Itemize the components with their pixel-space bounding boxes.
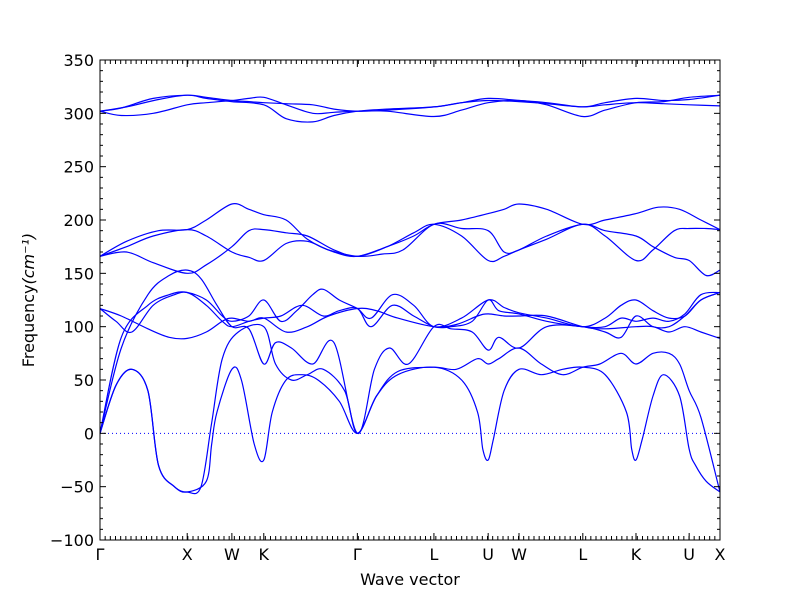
y-tick-label: −50 xyxy=(60,478,94,497)
band-6 xyxy=(99,307,721,340)
band-11 xyxy=(99,94,721,118)
band-12 xyxy=(99,94,721,123)
y-tick-label: 0 xyxy=(84,424,94,443)
x-tick-label: X xyxy=(715,545,726,564)
x-tick-label: X xyxy=(182,545,193,564)
x-tick-label: L xyxy=(429,545,438,564)
band-8 xyxy=(99,223,721,274)
band-2 xyxy=(99,323,721,495)
x-axis-label: Wave vector xyxy=(360,570,460,589)
y-axis-label-text: Frequency xyxy=(19,285,38,368)
y-tick-label: 350 xyxy=(63,51,94,70)
band-4 xyxy=(99,291,721,434)
band-series-group xyxy=(99,94,721,495)
y-axis-label: Frequency(cm⁻¹) xyxy=(19,233,38,367)
band-7 xyxy=(99,222,721,277)
x-tick-label: Γ xyxy=(96,545,105,564)
band-9 xyxy=(99,203,721,258)
x-tick-label: L xyxy=(578,545,587,564)
x-tick-label: W xyxy=(224,545,240,564)
plot-frame xyxy=(99,59,721,541)
band-1 xyxy=(99,366,721,493)
y-tick-label: 300 xyxy=(63,104,94,123)
x-tick-label: Γ xyxy=(353,545,362,564)
y-tick-label: 100 xyxy=(63,318,94,337)
x-tick-label: K xyxy=(259,545,270,564)
y-tick-label: 200 xyxy=(63,211,94,230)
y-tick-label: −100 xyxy=(50,531,94,550)
band-3 xyxy=(99,269,721,434)
y-tick-label: 150 xyxy=(63,264,94,283)
band-5 xyxy=(99,288,721,334)
x-tick-label: U xyxy=(683,545,695,564)
x-tick-label: W xyxy=(511,545,527,564)
y-tick-label: 250 xyxy=(63,158,94,177)
x-tick-label: U xyxy=(482,545,494,564)
y-axis-label-unit: (cm⁻¹) xyxy=(19,233,38,285)
y-tick-label: 50 xyxy=(74,371,94,390)
x-tick-label: K xyxy=(631,545,642,564)
y-axis-ticks: −100 −50 0 50 100 150 200 250 300 350 xyxy=(50,51,720,550)
